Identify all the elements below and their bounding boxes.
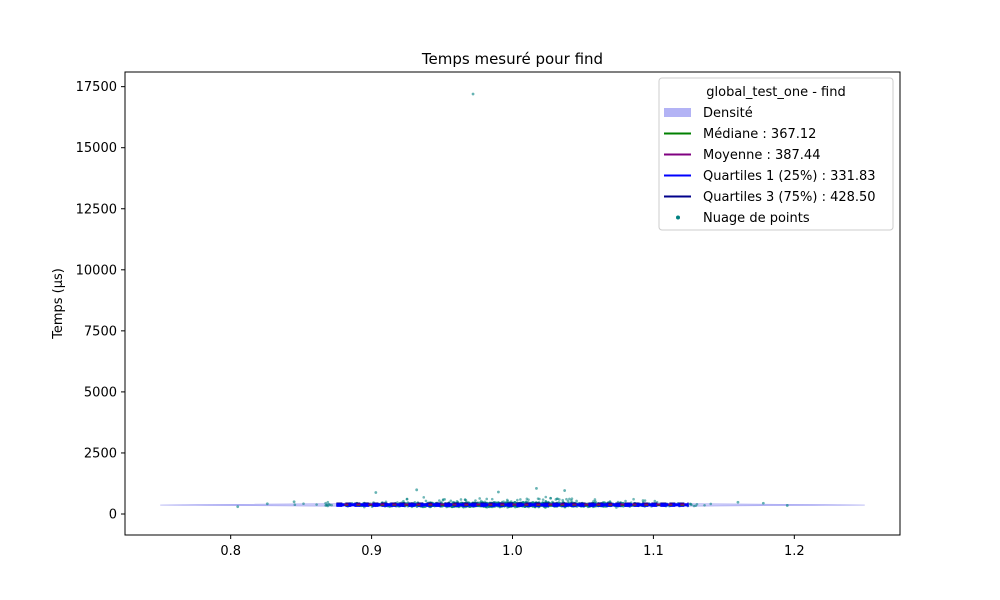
legend-entry-label: Quartiles 1 (25%) : 331.83 <box>703 169 876 184</box>
scatter-point <box>565 497 568 501</box>
scatter-point <box>479 499 483 503</box>
scatter-point <box>643 499 647 502</box>
x-tick-label: 0.8 <box>220 544 241 559</box>
scatter-point <box>449 499 453 503</box>
scatter-point <box>326 500 330 504</box>
scatter-point <box>688 502 692 506</box>
legend-entry-label: Densité <box>703 106 753 121</box>
y-tick-label: 2500 <box>84 446 117 461</box>
x-tick-label: 1.1 <box>643 544 664 559</box>
scatter-point <box>575 499 578 503</box>
scatter-point <box>374 491 378 494</box>
scatter-point <box>695 502 699 506</box>
scatter-point <box>330 503 333 507</box>
scatter-point <box>653 499 657 503</box>
legend-handle-density <box>664 108 691 117</box>
legend-entry-label: Médiane : 367.12 <box>703 127 816 142</box>
scatter-point <box>302 502 305 506</box>
y-tick-label: 7500 <box>84 324 117 339</box>
scatter-point <box>703 504 706 507</box>
scatter-point <box>632 497 635 501</box>
scatter-point <box>490 497 494 501</box>
scatter-point <box>415 488 419 492</box>
scatter-point <box>761 501 765 505</box>
scatter-point <box>692 504 696 508</box>
legend-handle-point <box>676 215 680 220</box>
scatter-point <box>441 498 445 502</box>
legend-title: global_test_one - find <box>706 85 845 100</box>
scatter-point <box>236 505 240 509</box>
legend-entry-label: Moyenne : 387.44 <box>703 148 820 163</box>
scatter-point <box>265 502 269 506</box>
scatter-point <box>566 499 570 503</box>
scatter-point <box>478 497 481 500</box>
scatter-point <box>459 498 463 501</box>
scatter-point <box>471 92 475 96</box>
y-tick-label: 12500 <box>76 202 117 217</box>
scatter-point <box>315 503 318 506</box>
scatter-point <box>438 499 441 502</box>
scatter-point <box>535 486 538 490</box>
x-tick-label: 1.2 <box>784 544 805 559</box>
scatter-point <box>563 489 567 492</box>
scatter-point <box>555 497 559 501</box>
scatter-point <box>516 498 519 502</box>
legend-entry-label: Nuage de points <box>703 211 810 226</box>
scatter-point <box>527 498 530 501</box>
y-tick-label: 17500 <box>76 80 117 95</box>
scatter-point <box>624 499 627 503</box>
y-tick-label: 5000 <box>84 385 117 400</box>
scatter-point <box>785 504 789 507</box>
scatter-point <box>593 498 597 501</box>
scatter-point <box>326 504 330 508</box>
legend-entry-label: Quartiles 3 (75%) : 428.50 <box>703 190 876 205</box>
scatter-point <box>293 503 297 507</box>
scatter-point <box>292 500 296 504</box>
scatter-point <box>497 490 500 494</box>
legend-box <box>658 77 894 231</box>
chart-title: Temps mesuré pour find <box>421 50 603 68</box>
y-tick-label: 15000 <box>76 141 117 156</box>
scatter-point <box>568 497 571 501</box>
scatter-point <box>402 499 405 503</box>
scatter-point <box>485 497 489 501</box>
scatter-point <box>474 499 477 502</box>
scatter-point <box>536 497 540 500</box>
scatter-point <box>561 498 565 502</box>
scatter-point <box>544 495 548 499</box>
scatter-point <box>405 497 409 501</box>
scatter-point <box>570 497 574 500</box>
y-tick-label: 10000 <box>76 263 117 278</box>
scatter-point <box>424 499 428 503</box>
y-axis: 0 2500 5000 7500 10000 12500 15000 17500 <box>76 80 125 522</box>
scatter-point <box>549 496 552 500</box>
scatter-point <box>502 500 505 504</box>
scatter-point <box>483 500 487 504</box>
scatter-point <box>709 502 713 506</box>
plot-area <box>160 92 865 509</box>
y-tick-label: 0 <box>109 507 117 522</box>
x-axis: 0.8 0.9 1.0 1.1 1.2 <box>220 535 805 559</box>
scatter-point <box>505 498 509 502</box>
x-tick-label: 1.0 <box>502 544 523 559</box>
scatter-point <box>736 500 740 504</box>
scatter-point <box>519 498 522 501</box>
scatter-point <box>594 500 597 503</box>
legend: global_test_one - find Densité Médiane : 3… <box>658 77 894 231</box>
scatter-point <box>324 501 327 505</box>
x-tick-label: 0.9 <box>361 544 382 559</box>
scatter-point <box>641 499 645 502</box>
scatter-point <box>422 496 426 499</box>
scatter-point <box>615 506 618 509</box>
scatter-point <box>541 498 545 501</box>
y-axis-label: Temps (µs) <box>51 268 66 340</box>
scatter-point <box>463 498 467 501</box>
